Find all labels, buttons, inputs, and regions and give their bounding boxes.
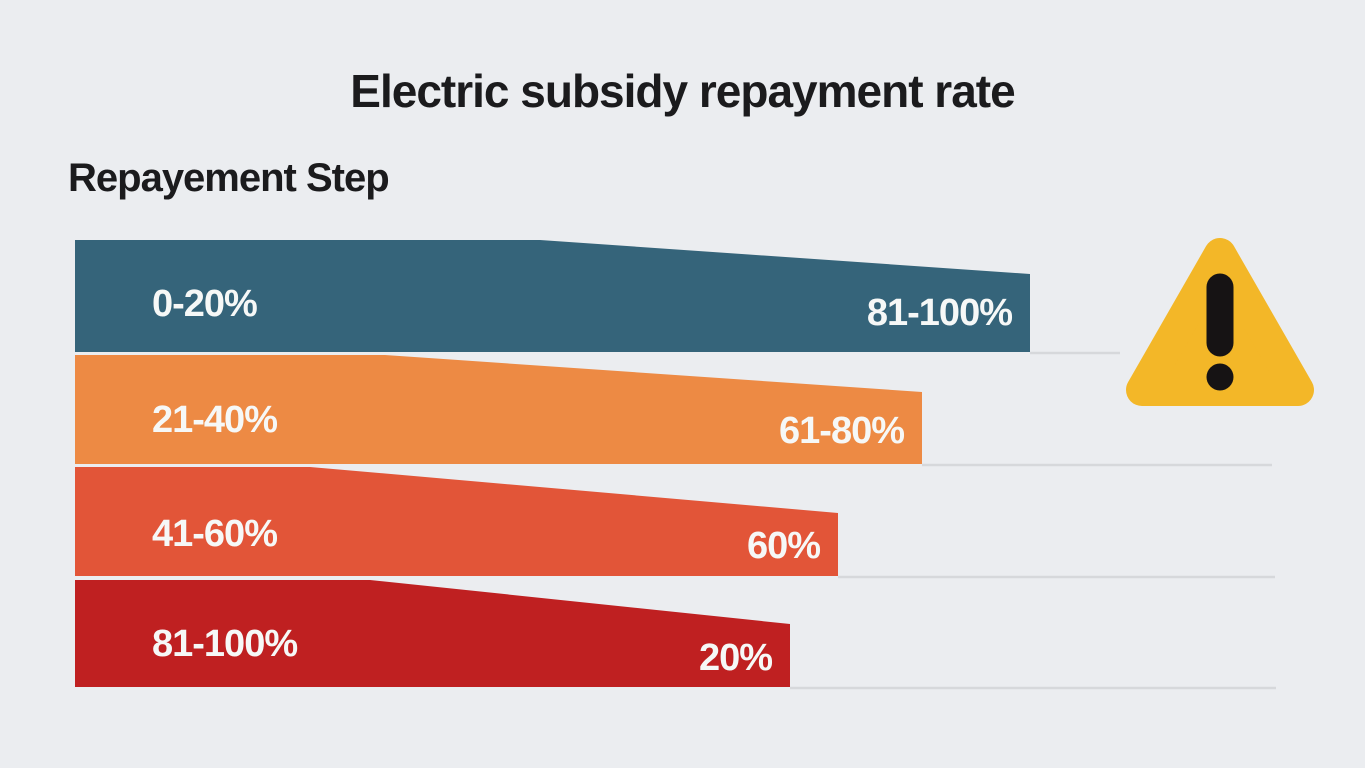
bar-labels-layer: 0-20% 81-100% 21-40% 61-80% 41-60% 60% 81-100%… — [152, 283, 1013, 679]
chart-title: Electric subsidy repayment rate — [350, 65, 1015, 117]
bar-value-label: 20% — [699, 637, 772, 679]
bar-value-label: 81-100% — [867, 292, 1012, 334]
bar-81-100% — [75, 580, 790, 687]
bar-category-label: 81-100% — [152, 623, 297, 665]
bar-category-label: 21-40% — [152, 399, 277, 441]
warning-exclamation-dot — [1206, 363, 1234, 391]
axis-label-repayment-step: Repayement Step — [68, 156, 390, 200]
bar-category-label: 41-60% — [152, 513, 277, 555]
gridlines-layer — [790, 351, 1276, 690]
bar-41-60% — [75, 467, 838, 576]
bar-category-label: 0-20% — [152, 283, 257, 325]
bars-layer — [75, 240, 1030, 687]
bar-21-40% — [75, 355, 922, 464]
bar-0-20% — [75, 240, 1030, 352]
warning-triangle-icon — [1126, 238, 1314, 406]
bar-value-label: 61-80% — [779, 410, 904, 452]
bar-value-label: 60% — [747, 525, 820, 567]
